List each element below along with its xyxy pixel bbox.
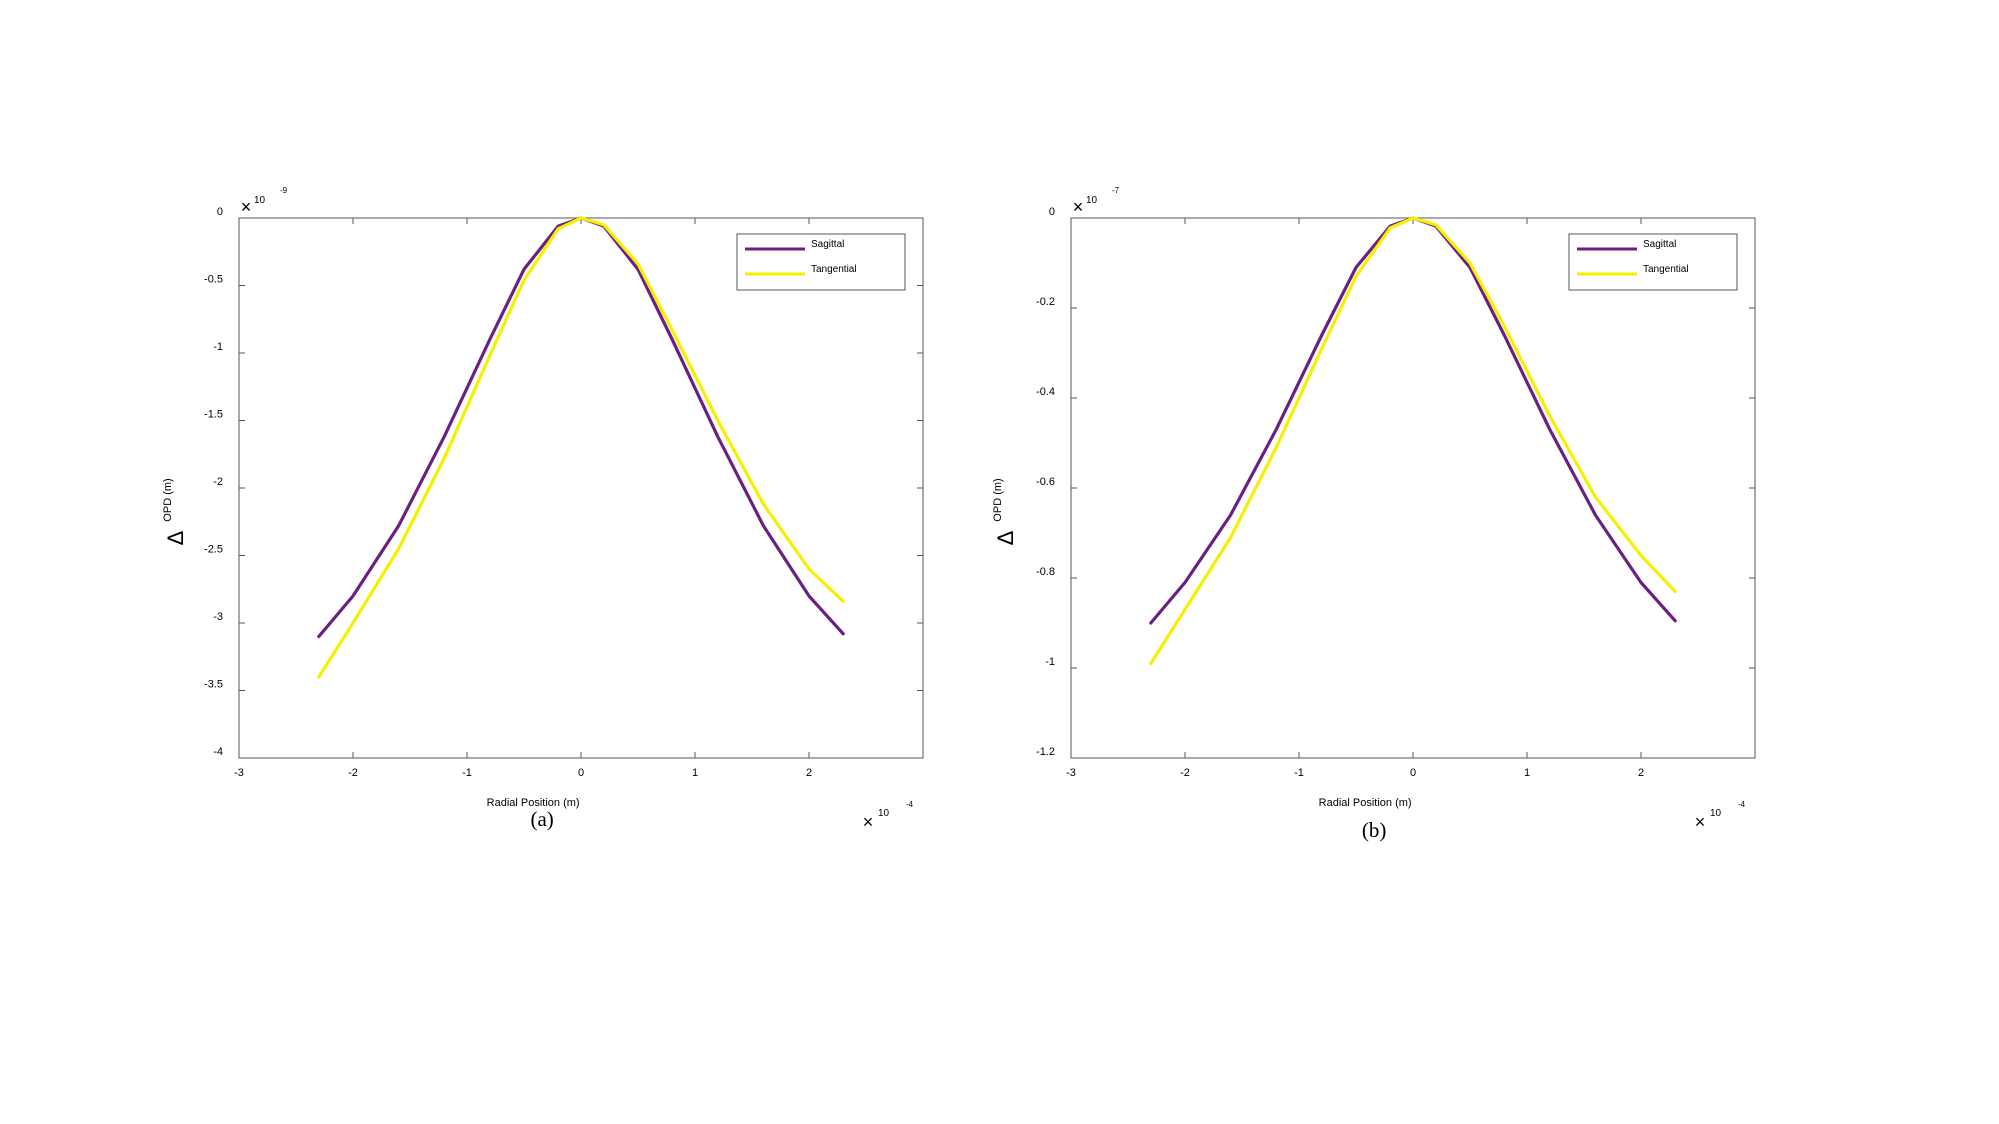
legend: Sagittal Tangential <box>1568 233 1738 291</box>
legend-label-tangential: Tangential <box>811 264 857 275</box>
y-exponent-base: 10 <box>254 195 266 206</box>
series-line-tangential <box>317 216 845 679</box>
x-tick-label: 2 <box>1638 767 1644 779</box>
y-axis-label: OPD (m) <box>992 478 1004 521</box>
y-axis-label-group: Δ OPD (m) <box>162 478 188 545</box>
y-exponent-base: 10 <box>1086 195 1098 206</box>
y-tick-label: -2 <box>213 476 223 488</box>
legend: Sagittal Tangential <box>736 233 906 291</box>
series-line-tangential <box>1149 216 1677 666</box>
y-axis-label-group: Δ OPD (m) <box>992 478 1018 545</box>
x-tick-label: -1 <box>1294 767 1304 779</box>
y-tick-label: -1.5 <box>204 409 223 421</box>
delta-symbol: Δ <box>163 530 188 545</box>
y-tick-label: -2.5 <box>204 544 223 556</box>
y-tick-label: -1 <box>213 341 223 353</box>
x-tick-label: 0 <box>1410 767 1416 779</box>
plot-frame <box>1070 217 1756 759</box>
y-exponent-power: -9 <box>280 186 288 195</box>
y-tick-label: 0 <box>217 206 223 218</box>
y-tick-label: 0 <box>1049 206 1055 218</box>
legend-label-sagittal: Sagittal <box>1643 239 1676 250</box>
x-axis-label: Radial Position (m) <box>1319 797 1412 809</box>
x-exponent-power: -4 <box>906 800 914 809</box>
chart-panel-b: -3 -2 -1 0 1 20-0.2-0.4-0.6-0.8-1-1.2× 10-7× 10… <box>992 186 1756 842</box>
y-tick-label: -1 <box>1045 656 1055 668</box>
y-tick-label: -4 <box>213 746 223 758</box>
y-tick-label: -0.2 <box>1036 296 1055 308</box>
y-tick-label: -0.6 <box>1036 476 1055 488</box>
legend-box <box>736 233 906 291</box>
x-tick-label: 0 <box>578 767 584 779</box>
y-tick-label: -0.8 <box>1036 566 1055 578</box>
x-exponent-base: 10 <box>1710 808 1722 819</box>
legend-box <box>1568 233 1738 291</box>
x-tick-label: -1 <box>462 767 472 779</box>
panel-label: (a) <box>530 807 553 831</box>
y-exponent-power: -7 <box>1112 186 1120 195</box>
x-exponent-power: -4 <box>1738 800 1746 809</box>
delta-symbol: Δ <box>993 530 1018 545</box>
x-exponent-times-icon: × <box>1695 812 1706 832</box>
legend-label-sagittal: Sagittal <box>811 239 844 250</box>
y-tick-label: -3.5 <box>204 679 223 691</box>
x-tick-label: -3 <box>1066 767 1076 779</box>
x-axis-label: Radial Position (m) <box>487 797 580 809</box>
legend-label-tangential: Tangential <box>1643 264 1689 275</box>
x-tick-label: -3 <box>234 767 244 779</box>
chart-panel-a: -3 -2 -1 0 1 20-0.5-1-1.5-2-2.5-3-3.5-4× 10-9×… <box>162 186 924 832</box>
x-tick-label: -2 <box>348 767 358 779</box>
x-tick-label: 1 <box>692 767 698 779</box>
x-exponent-base: 10 <box>878 808 890 819</box>
y-tick-label: -0.4 <box>1036 386 1055 398</box>
y-tick-label: -1.2 <box>1036 746 1055 758</box>
x-tick-label: 1 <box>1524 767 1530 779</box>
y-axis-label: OPD (m) <box>162 478 174 521</box>
x-exponent-times-icon: × <box>863 812 874 832</box>
x-tick-label: -2 <box>1180 767 1190 779</box>
y-exponent-times-icon: × <box>1073 197 1084 217</box>
y-tick-label: -3 <box>213 611 223 623</box>
x-tick-label: 2 <box>806 767 812 779</box>
y-tick-label: -0.5 <box>204 274 223 286</box>
panel-label: (b) <box>1362 818 1387 842</box>
plot-frame <box>238 217 924 759</box>
y-exponent-times-icon: × <box>241 197 252 217</box>
